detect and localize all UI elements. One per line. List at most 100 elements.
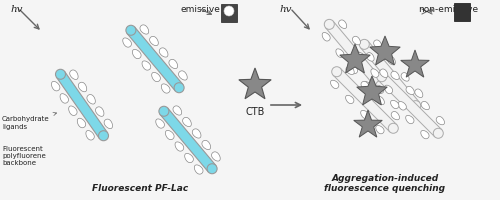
Polygon shape — [87, 95, 96, 105]
Polygon shape — [421, 102, 430, 110]
Polygon shape — [152, 73, 160, 82]
Polygon shape — [400, 51, 430, 78]
Polygon shape — [398, 102, 406, 111]
Polygon shape — [346, 67, 354, 75]
Polygon shape — [70, 71, 78, 80]
Polygon shape — [78, 119, 86, 128]
Polygon shape — [357, 77, 387, 105]
Circle shape — [434, 129, 444, 139]
Text: CTB: CTB — [246, 106, 264, 116]
Polygon shape — [184, 154, 194, 163]
Text: hv: hv — [10, 5, 22, 14]
Polygon shape — [86, 131, 94, 140]
Polygon shape — [78, 83, 86, 92]
Polygon shape — [140, 26, 148, 35]
Polygon shape — [366, 53, 374, 62]
Circle shape — [56, 70, 66, 80]
Polygon shape — [415, 90, 423, 98]
Text: emissive: emissive — [180, 5, 220, 14]
Polygon shape — [192, 129, 201, 138]
Polygon shape — [123, 39, 132, 48]
Polygon shape — [52, 82, 60, 91]
Polygon shape — [361, 82, 370, 90]
Polygon shape — [360, 111, 369, 119]
Polygon shape — [96, 107, 104, 117]
Polygon shape — [388, 57, 396, 65]
Bar — [221, 5, 237, 23]
Polygon shape — [360, 42, 420, 109]
Polygon shape — [391, 72, 399, 80]
Polygon shape — [436, 117, 444, 125]
Polygon shape — [406, 116, 414, 124]
Text: Fluorescent
polyfluorene
backbone: Fluorescent polyfluorene backbone — [2, 145, 46, 165]
Text: Carbohydrate
ligands: Carbohydrate ligands — [2, 113, 56, 129]
Polygon shape — [178, 71, 187, 81]
Polygon shape — [376, 86, 384, 94]
Polygon shape — [322, 33, 330, 42]
Polygon shape — [160, 109, 216, 172]
Polygon shape — [391, 112, 400, 120]
Polygon shape — [352, 37, 360, 46]
Polygon shape — [202, 141, 210, 150]
Polygon shape — [156, 119, 164, 129]
Polygon shape — [160, 49, 168, 58]
Polygon shape — [333, 69, 397, 132]
Polygon shape — [401, 73, 409, 82]
Circle shape — [360, 40, 370, 50]
Polygon shape — [350, 66, 358, 74]
Polygon shape — [378, 74, 442, 137]
Circle shape — [376, 81, 386, 91]
Polygon shape — [212, 152, 220, 161]
Polygon shape — [150, 37, 158, 46]
Polygon shape — [376, 97, 384, 105]
Polygon shape — [326, 22, 384, 89]
Polygon shape — [371, 69, 379, 78]
Circle shape — [126, 26, 136, 36]
Polygon shape — [239, 69, 271, 99]
Polygon shape — [194, 165, 203, 174]
Polygon shape — [370, 37, 400, 66]
Polygon shape — [376, 126, 384, 134]
Circle shape — [388, 124, 398, 134]
Circle shape — [159, 107, 169, 117]
Circle shape — [332, 67, 342, 77]
Polygon shape — [357, 53, 365, 62]
Polygon shape — [346, 96, 354, 104]
Polygon shape — [380, 70, 388, 78]
Polygon shape — [374, 41, 382, 49]
Polygon shape — [56, 72, 108, 139]
Polygon shape — [384, 86, 392, 94]
Bar — [454, 4, 470, 22]
Text: Aggregation-induced
fluorescence quenching: Aggregation-induced fluorescence quenchi… — [324, 173, 446, 192]
Polygon shape — [173, 106, 182, 116]
Polygon shape — [104, 120, 112, 129]
Polygon shape — [142, 62, 150, 71]
Circle shape — [174, 83, 184, 93]
Circle shape — [410, 101, 420, 111]
Polygon shape — [364, 82, 372, 91]
Polygon shape — [390, 101, 399, 109]
Polygon shape — [127, 28, 183, 91]
Polygon shape — [340, 45, 370, 74]
Circle shape — [98, 131, 108, 141]
Polygon shape — [60, 94, 68, 104]
Polygon shape — [421, 131, 429, 139]
Circle shape — [207, 164, 217, 174]
Polygon shape — [336, 50, 344, 58]
Text: non-emissive: non-emissive — [418, 5, 478, 14]
Polygon shape — [166, 131, 174, 140]
Circle shape — [224, 7, 234, 17]
Text: Fluorescent PF-Lac: Fluorescent PF-Lac — [92, 183, 188, 192]
Polygon shape — [169, 60, 177, 69]
Circle shape — [376, 72, 386, 82]
Circle shape — [324, 20, 334, 30]
Polygon shape — [338, 21, 346, 29]
Polygon shape — [406, 87, 414, 95]
Polygon shape — [182, 118, 192, 127]
Polygon shape — [330, 81, 339, 89]
Polygon shape — [132, 50, 141, 59]
Polygon shape — [162, 84, 170, 94]
Polygon shape — [175, 142, 184, 151]
Polygon shape — [68, 106, 77, 116]
Text: hv: hv — [280, 5, 292, 14]
